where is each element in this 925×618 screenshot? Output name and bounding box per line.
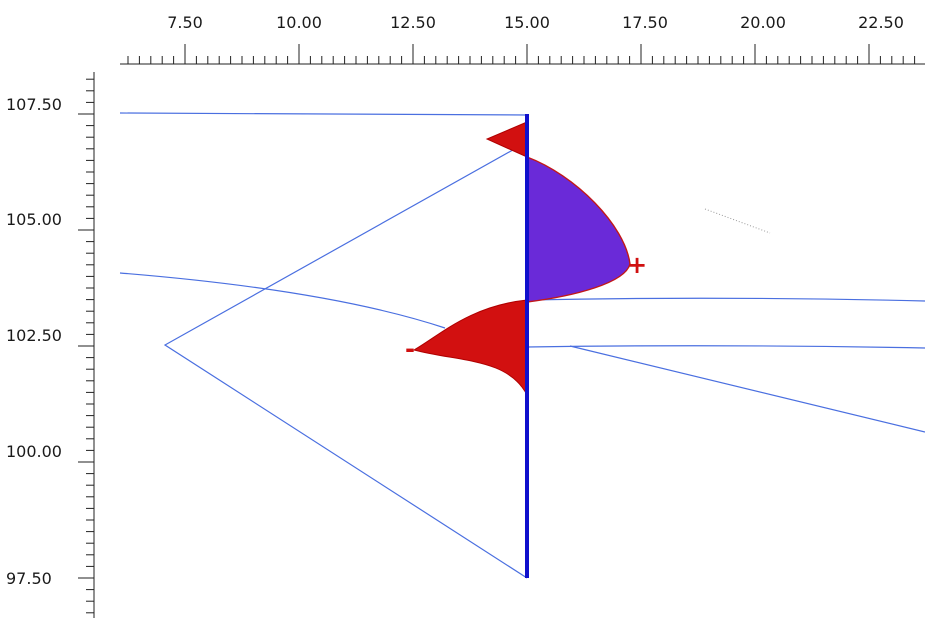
left-ruler-ticks [78, 72, 95, 618]
negative-area [412, 299, 528, 396]
right-upper-line [526, 297, 925, 302]
x-label-22-50: 22.50 [858, 13, 904, 32]
left-ruler: 107.50 105.00 102.50 100.00 97.50 [6, 72, 95, 618]
positive-sign: + [627, 251, 647, 279]
top-horizontal-line [119, 112, 528, 116]
x-label-10-00: 10.00 [276, 13, 322, 32]
top-ruler: 7.50 10.00 12.50 15.00 17.50 20.00 22.50 [120, 13, 925, 65]
y-label-105-00: 105.00 [6, 210, 62, 229]
positive-area [526, 155, 631, 303]
x-label-17-50: 17.50 [622, 13, 668, 32]
y-label-97-50: 97.50 [6, 569, 52, 588]
right-mid-line [526, 345, 925, 349]
x-label-15-00: 15.00 [504, 13, 550, 32]
x-label-12-50: 12.50 [390, 13, 436, 32]
upper-curve-line [119, 272, 446, 329]
right-diagonal-line [569, 345, 925, 433]
force-diagram [412, 121, 631, 396]
model-lines [119, 112, 925, 579]
faint-dotted-segment [704, 208, 771, 234]
x-label-7-50: 7.50 [167, 13, 203, 32]
x-label-20-00: 20.00 [740, 13, 786, 32]
top-ruler-ticks [120, 44, 925, 65]
triangle-outline [163, 141, 528, 579]
negative-sign: - [405, 335, 415, 363]
y-label-102-50: 102.50 [6, 326, 62, 345]
negative-top-area [485, 121, 528, 158]
y-label-100-00: 100.00 [6, 442, 62, 461]
y-label-107-50: 107.50 [6, 95, 62, 114]
